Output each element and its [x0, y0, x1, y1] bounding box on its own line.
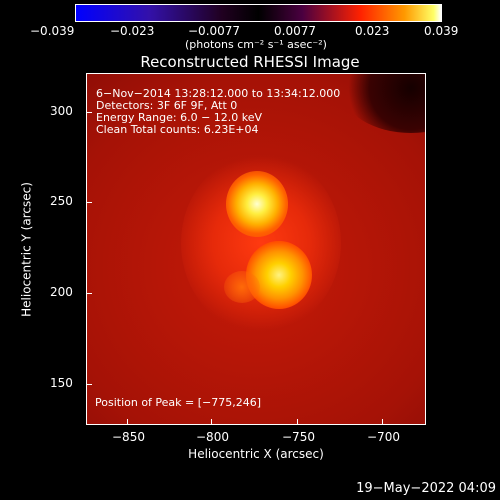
colorbar-tick-4: 0.0077: [274, 24, 316, 38]
rhessi-image: [86, 73, 426, 425]
x-tick-label-750: −750: [282, 430, 315, 444]
x-tick-mark-700: [382, 419, 383, 425]
colorbar-unit-label: (photons cm⁻² s⁻¹ asec⁻²): [185, 38, 327, 51]
plot-title: Reconstructed RHESSI Image: [140, 53, 360, 71]
x-tick-mark-800: [211, 419, 212, 425]
peak-position-label: Position of Peak = [−775,246]: [95, 396, 262, 409]
y-tick-mark-250: [86, 202, 92, 203]
x-tick-label-800: −800: [196, 430, 229, 444]
colorbar-tick-2: −0.023: [110, 24, 155, 38]
colorbar-tick-6: 0.039: [424, 24, 459, 38]
y-tick-label-200: 200: [50, 285, 73, 299]
x-tick-mark-850: [127, 419, 128, 425]
x-tick-label-850: −850: [112, 430, 145, 444]
colorbar-tick-3: −0.0077: [188, 24, 241, 38]
plot-frame: [86, 73, 426, 425]
x-axis-label: Heliocentric X (arcsec): [188, 447, 324, 461]
render-timestamp: 19−May−2022 04:09: [356, 481, 496, 496]
x-tick-label-700: −700: [367, 430, 400, 444]
info-energy-range: Energy Range: 6.0 − 12.0 keV: [96, 111, 263, 124]
colorbar-tick-1: −0.039: [30, 24, 75, 38]
source-south: [246, 241, 312, 309]
y-tick-label-250: 250: [50, 194, 73, 208]
x-tick-mark-750: [297, 419, 298, 425]
y-tick-label-150: 150: [50, 376, 73, 390]
source-north: [226, 171, 288, 237]
y-tick-label-300: 300: [50, 104, 73, 118]
info-clean-counts: Clean Total counts: 6.23E+04: [96, 123, 259, 136]
y-tick-mark-300: [86, 112, 92, 113]
info-detectors: Detectors: 3F 6F 9F, Att 0: [96, 99, 238, 112]
y-tick-mark-150: [86, 384, 92, 385]
colorbar: [75, 4, 442, 22]
colorbar-tick-5: 0.023: [355, 24, 390, 38]
info-time-range: 6−Nov−2014 13:28:12.000 to 13:34:12.000: [96, 87, 341, 100]
source-south-shoulder: [224, 271, 260, 303]
y-tick-mark-200: [86, 293, 92, 294]
y-axis-label: Heliocentric Y (arcsec): [19, 182, 34, 317]
